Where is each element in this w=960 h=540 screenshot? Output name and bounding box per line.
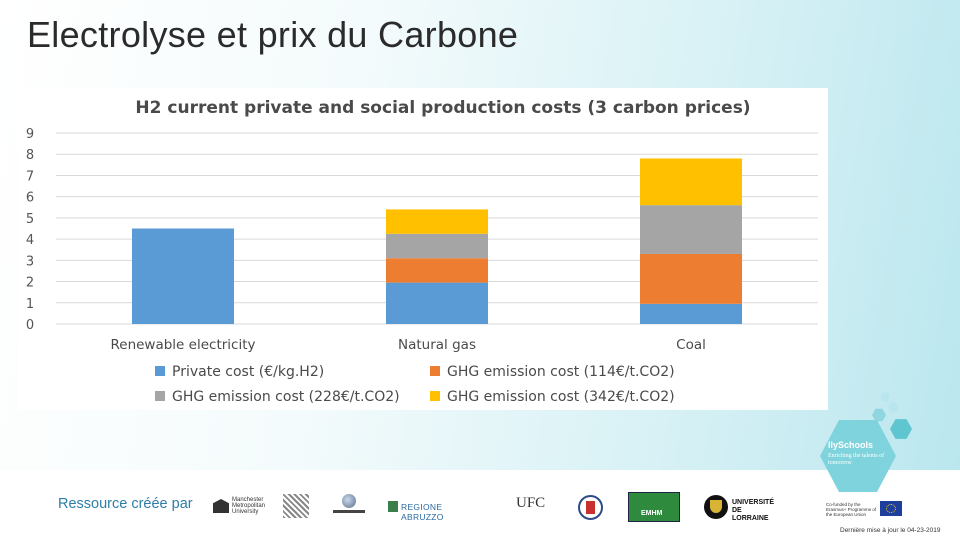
last-updated: Dernière mise à jour le 04-23-2019 bbox=[840, 527, 941, 534]
legend-swatch bbox=[155, 366, 165, 376]
hexagon-decoration bbox=[880, 392, 890, 402]
partner-logo-globe bbox=[333, 494, 365, 516]
bar-segment bbox=[386, 233, 488, 259]
badge-subtitle: Enriching the talents of tomorrow bbox=[828, 453, 885, 466]
legend-label: GHG emission cost (228€/t.CO2) bbox=[172, 389, 400, 405]
chart-title: H2 current private and social production… bbox=[135, 98, 750, 118]
bar-segment bbox=[640, 253, 742, 304]
lorraine-emblem-icon bbox=[704, 495, 728, 519]
emblem-detail bbox=[710, 500, 722, 513]
lorraine-logo: UNIVERSITÉ DE LORRAINE bbox=[704, 494, 775, 522]
partner-logo bbox=[283, 494, 309, 518]
logo-text: UNIVERSITÉ DE LORRAINE bbox=[732, 499, 775, 522]
logo-text: Manchester Metropolitan University bbox=[232, 497, 266, 515]
legend-swatch bbox=[430, 391, 440, 401]
crest-icon bbox=[213, 499, 229, 513]
legend-swatch bbox=[430, 366, 440, 376]
hexagon-decoration bbox=[872, 408, 886, 422]
leaf-icon bbox=[388, 501, 398, 512]
globe-icon bbox=[342, 494, 356, 508]
y-tick-label: 1 bbox=[26, 297, 34, 312]
bar-segment bbox=[386, 258, 488, 283]
eu-stars bbox=[886, 504, 896, 513]
chart-legend: Private cost (€/kg.H2) GHG emission cost … bbox=[155, 364, 675, 405]
chart-bars bbox=[132, 158, 742, 324]
y-tick-label: 4 bbox=[26, 233, 34, 248]
y-tick-label: 9 bbox=[26, 127, 34, 142]
y-tick-label: 8 bbox=[26, 148, 34, 163]
manchester-logo: Manchester Metropolitan University bbox=[213, 495, 275, 517]
stacked-bar-chart: H2 current private and social production… bbox=[26, 98, 818, 405]
footer-label: Ressource créée par bbox=[58, 496, 193, 512]
eu-flag-icon bbox=[880, 501, 902, 516]
logo-text: UFC bbox=[516, 495, 546, 511]
hexagon-decoration bbox=[888, 402, 899, 413]
bar-segment bbox=[640, 158, 742, 206]
slide-title: Electrolyse et prix du Carbone bbox=[27, 14, 519, 55]
y-tick-labels: 0 1 2 3 4 5 6 7 8 9 bbox=[26, 127, 34, 333]
chart-panel: H2 current private and social production… bbox=[18, 88, 828, 410]
legend-label: GHG emission cost (114€/t.CO2) bbox=[447, 364, 675, 380]
ufc-logo: UFC bbox=[513, 493, 553, 519]
logo-text: REGIONE ABRUZZO bbox=[401, 502, 444, 522]
category-label: Natural gas bbox=[398, 337, 476, 353]
ilyschools-badge bbox=[820, 420, 896, 492]
logo-text: EMHM bbox=[641, 510, 663, 517]
hexagon-decoration bbox=[890, 419, 912, 439]
bar-segment bbox=[640, 205, 742, 254]
emhm-logo: EMHM bbox=[628, 492, 680, 522]
seal-icon bbox=[586, 501, 595, 514]
footer-band bbox=[0, 470, 960, 540]
category-label: Renewable electricity bbox=[110, 337, 255, 353]
logo-bar bbox=[333, 510, 365, 513]
y-tick-label: 2 bbox=[26, 276, 34, 291]
y-tick-label: 3 bbox=[26, 254, 34, 269]
partner-seal-logo bbox=[578, 495, 603, 520]
legend-label: GHG emission cost (342€/t.CO2) bbox=[447, 389, 675, 405]
category-labels: Renewable electricity Natural gas Coal bbox=[110, 337, 705, 353]
y-tick-label: 7 bbox=[26, 169, 34, 184]
badge-title: IlySchools bbox=[828, 440, 874, 450]
legend-label: Private cost (€/kg.H2) bbox=[172, 364, 324, 380]
bar-segment bbox=[132, 228, 234, 324]
bar-segment bbox=[386, 282, 488, 324]
bar-segment bbox=[640, 303, 742, 324]
bar-segment bbox=[386, 209, 488, 234]
eu-funding-text: Co-funded by the Erasmus+ Programme of t… bbox=[826, 502, 877, 517]
y-tick-label: 5 bbox=[26, 212, 34, 227]
regione-abruzzo-logo: REGIONE ABRUZZO bbox=[388, 500, 486, 522]
category-label: Coal bbox=[676, 337, 706, 353]
y-tick-label: 6 bbox=[26, 191, 34, 206]
legend-swatch bbox=[155, 391, 165, 401]
y-tick-label: 0 bbox=[26, 318, 34, 333]
